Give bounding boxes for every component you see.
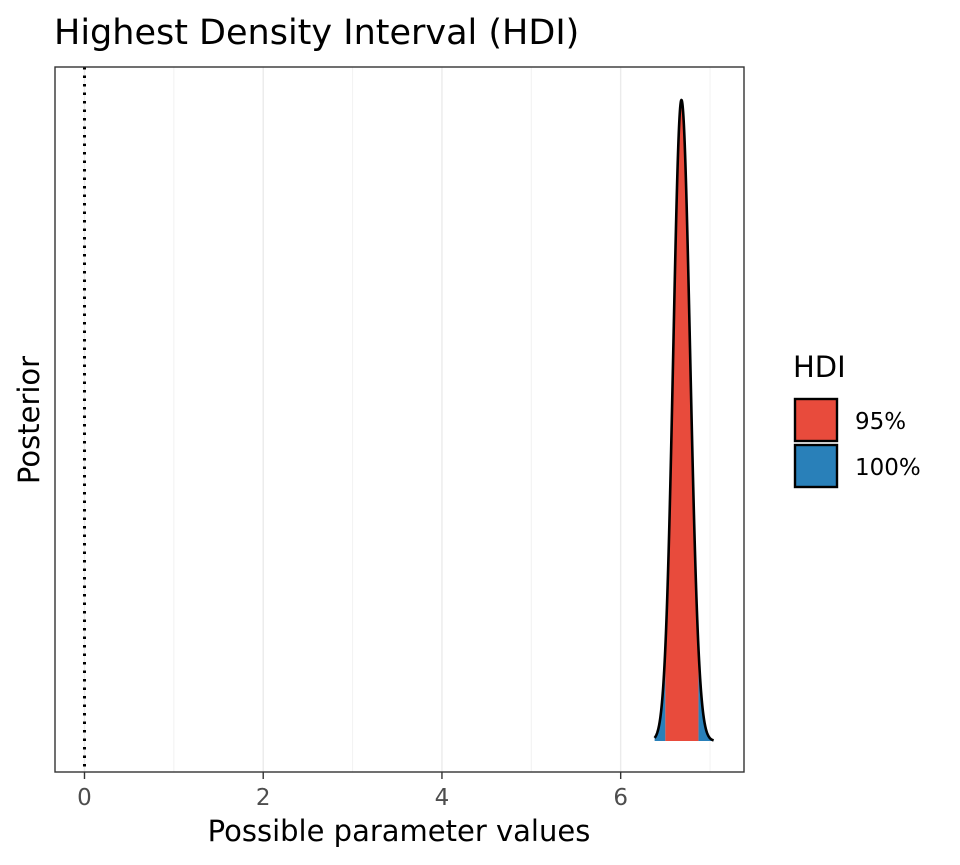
legend-swatch-0 <box>793 397 839 443</box>
x-tick-label-2: 4 <box>435 785 450 811</box>
legend-label-1: 100% <box>855 455 921 481</box>
y-axis-title: Posterior <box>12 356 46 484</box>
x-axis-title: Possible parameter values <box>208 814 591 848</box>
legend: HDI 95% 100% <box>793 350 921 489</box>
plot-panel-background <box>55 67 744 772</box>
density-area-100-right <box>698 647 714 741</box>
x-axis: 0 2 4 6 <box>77 772 628 811</box>
x-tick-label-3: 6 <box>613 785 628 811</box>
density-area-100-left <box>654 647 666 741</box>
grid-lines <box>83 67 711 772</box>
chart-title: Highest Density Interval (HDI) <box>54 13 579 53</box>
plot-panel-border <box>54 66 745 773</box>
density-outline <box>653 98 715 742</box>
density-area-95 <box>665 100 699 741</box>
x-tick-label-0: 0 <box>77 785 92 811</box>
x-tick-label-1: 2 <box>256 785 271 811</box>
legend-label-0: 95% <box>855 409 906 435</box>
density-areas <box>653 98 715 742</box>
legend-items: 95% 100% <box>793 397 921 489</box>
legend-swatch-1 <box>793 443 839 489</box>
legend-title: HDI <box>793 350 846 384</box>
plot-area <box>54 66 745 773</box>
